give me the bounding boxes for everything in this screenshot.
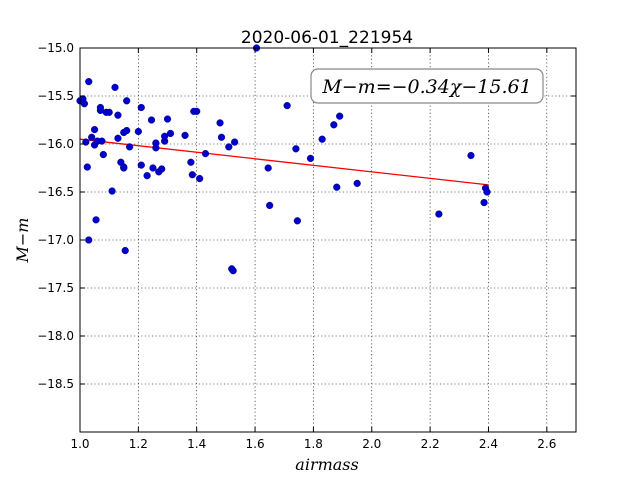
data-point — [435, 210, 443, 218]
data-point — [161, 132, 169, 140]
data-point — [217, 133, 226, 141]
data-point — [333, 183, 341, 191]
data-point — [114, 111, 122, 119]
data-point — [83, 163, 91, 171]
x-axis-ticks: 1.0 1.2 1.4 1.6 1.8 2.0 2.2 2.4 2.6 — [70, 48, 556, 451]
data-point — [85, 77, 93, 86]
data-point — [201, 150, 210, 158]
y-tick-label: −18.5 — [37, 377, 74, 391]
data-point — [96, 103, 105, 112]
data-point — [467, 151, 475, 160]
data-point — [353, 179, 361, 187]
data-point — [188, 171, 196, 179]
data-point — [483, 188, 491, 196]
data-point — [143, 172, 151, 180]
data-point — [85, 236, 93, 244]
y-tick-label: −17.5 — [37, 281, 74, 295]
fit-line — [79, 138, 489, 186]
data-point — [80, 100, 88, 108]
data-point — [137, 161, 145, 169]
data-point — [293, 217, 301, 225]
data-point — [121, 246, 129, 255]
data-point — [336, 112, 344, 120]
y-tick-label: −18.0 — [37, 329, 74, 343]
data-point — [216, 119, 224, 127]
chart-title: 2020-06-01_221954 — [241, 28, 413, 48]
y-tick-label: −16.5 — [37, 185, 74, 199]
data-point — [163, 115, 172, 123]
data-point — [292, 145, 300, 153]
x-tick-label: 2.4 — [479, 437, 498, 451]
data-point — [193, 107, 201, 115]
data-point — [229, 267, 237, 275]
y-tick-label: −16.0 — [37, 137, 74, 151]
x-tick-label: 2.6 — [537, 437, 556, 451]
data-point — [181, 131, 189, 139]
data-point — [283, 101, 291, 110]
data-point — [98, 137, 106, 145]
data-point — [123, 126, 131, 135]
y-tick-label: −15.0 — [37, 41, 74, 55]
data-point — [137, 103, 145, 112]
y-axis-ticks: −15.0 −15.5 −16.0 −16.5 −17.0 −17.5 −18.0 −18.5 — [37, 41, 576, 391]
data-point — [152, 139, 160, 147]
data-point — [306, 154, 315, 163]
data-point — [147, 116, 156, 124]
data-point — [480, 198, 488, 207]
data-point — [264, 164, 272, 172]
x-tick-label: 1.8 — [304, 437, 323, 451]
data-point — [318, 135, 326, 143]
data-point — [105, 108, 113, 116]
plot-area — [80, 48, 576, 432]
data-point — [158, 165, 166, 173]
data-point — [231, 138, 239, 146]
y-axis-label: M−m — [13, 218, 32, 264]
data-point — [111, 83, 119, 91]
data-point — [120, 164, 128, 172]
data-point — [330, 121, 338, 129]
x-tick-label: 1.0 — [70, 437, 89, 451]
data-point — [225, 143, 233, 151]
data-point — [134, 127, 142, 136]
x-tick-label: 1.6 — [246, 437, 265, 451]
data-point — [196, 174, 204, 183]
data-point — [90, 126, 99, 134]
x-tick-label: 1.4 — [187, 437, 206, 451]
x-tick-label: 1.2 — [129, 437, 148, 451]
data-point — [92, 216, 100, 224]
fit-equation-box: M−m=−0.34χ−15.61 — [310, 68, 544, 104]
y-tick-label: −15.5 — [37, 89, 74, 103]
fit-line-layer — [79, 138, 489, 186]
data-point — [126, 143, 134, 151]
data-point — [88, 133, 96, 141]
x-tick-label: 2.2 — [421, 437, 440, 451]
x-axis-label: airmass — [295, 455, 358, 474]
data-points — [76, 44, 491, 275]
data-point — [149, 164, 157, 172]
data-point — [187, 158, 195, 166]
data-point — [99, 150, 107, 159]
data-point — [166, 129, 175, 138]
data-point — [108, 187, 116, 195]
data-point — [123, 97, 131, 105]
data-point — [114, 134, 122, 142]
fit-equation-text: M−m=−0.34χ−15.61 — [321, 76, 531, 98]
x-tick-label: 2.0 — [362, 437, 381, 451]
y-tick-label: −17.0 — [37, 233, 74, 247]
data-point — [266, 201, 274, 210]
